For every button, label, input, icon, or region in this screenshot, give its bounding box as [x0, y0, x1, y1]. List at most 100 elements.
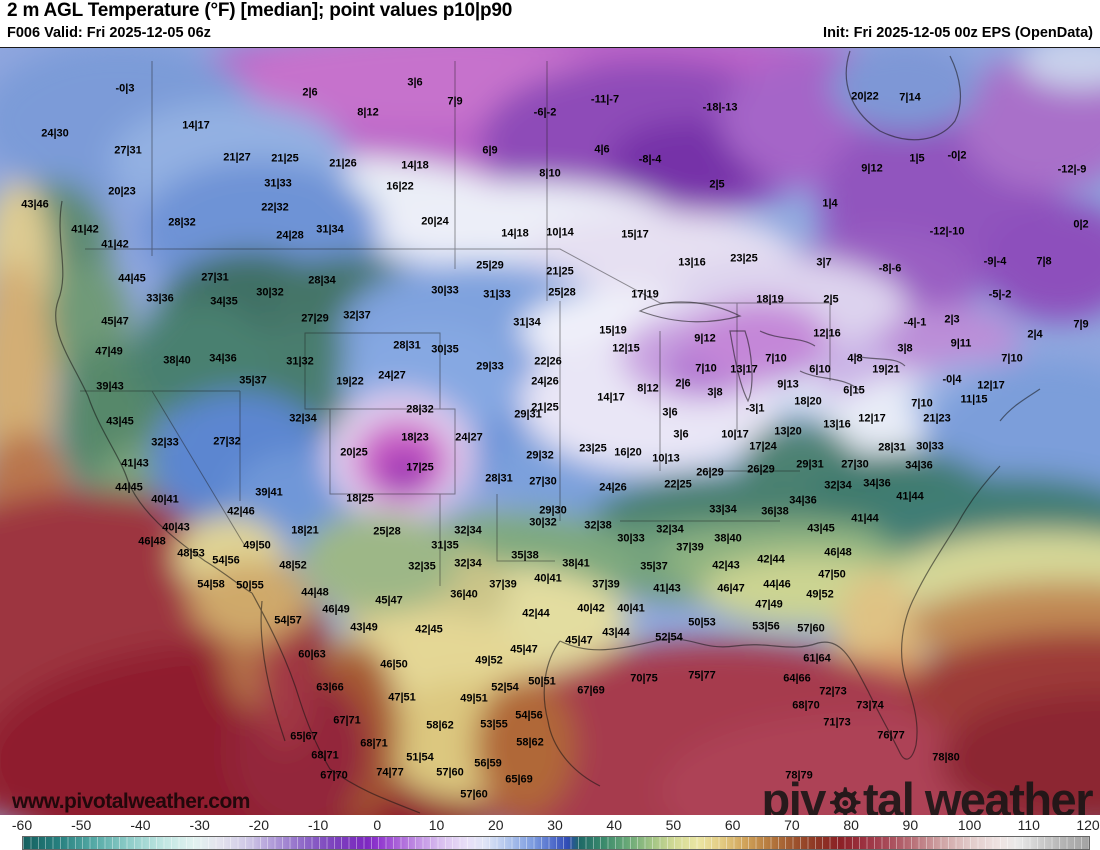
- point-value: 7|10: [911, 397, 933, 410]
- point-value: 3|8: [897, 342, 913, 355]
- point-value: 51|54: [406, 751, 434, 764]
- point-value: 25|28: [548, 286, 576, 299]
- point-value: 7|8: [1036, 255, 1052, 268]
- point-value: 40|41: [151, 493, 179, 506]
- point-value: 48|52: [279, 559, 307, 572]
- point-value: 14|17: [597, 391, 625, 404]
- point-value: 27|29: [301, 312, 329, 325]
- point-value: 28|32: [168, 216, 196, 229]
- point-value: 14|18: [501, 227, 529, 240]
- point-value: 2|6: [675, 377, 691, 390]
- point-value: 44|46: [763, 578, 791, 591]
- point-value: 60|63: [298, 648, 326, 661]
- point-value: 49|52: [806, 588, 834, 601]
- point-value: 7|9: [1073, 318, 1089, 331]
- point-value: 39|41: [255, 486, 283, 499]
- point-value: 31|34: [316, 223, 344, 236]
- point-value: 56|59: [474, 757, 502, 770]
- point-value: 27|30: [841, 458, 869, 471]
- point-value: 26|29: [696, 466, 724, 479]
- point-value: 30|35: [431, 343, 459, 356]
- valid-time-label: F006 Valid: Fri 2025-12-05 06z: [7, 25, 211, 41]
- point-value: 41|44: [851, 512, 879, 525]
- point-value: 29|30: [539, 504, 567, 517]
- point-value: 63|66: [316, 681, 344, 694]
- point-value: 27|32: [213, 435, 241, 448]
- temperature-map: -0|3 2|6 3|6 7|9 8|12 -6|-2 -11|-7 -18|-13 20|22…: [0, 47, 1100, 816]
- point-value: 16|22: [386, 180, 414, 193]
- point-value: 37|39: [676, 541, 704, 554]
- point-value: 73|74: [856, 699, 884, 712]
- point-value: 10|17: [721, 428, 749, 441]
- colorbar-tick: -50: [71, 817, 92, 833]
- point-value: 31|32: [286, 355, 314, 368]
- point-value: 7|14: [899, 91, 921, 104]
- point-value: 68|71: [360, 737, 388, 750]
- point-value: 47|51: [388, 691, 416, 704]
- point-value: 12|15: [612, 342, 640, 355]
- point-value: 3|6: [407, 76, 423, 89]
- init-time-label: Init: Fri 2025-12-05 00z EPS (OpenData): [823, 25, 1093, 41]
- watermark-url: www.pivotalweather.com: [12, 790, 250, 813]
- point-value: 21|23: [923, 412, 951, 425]
- colorbar-tick: -40: [130, 817, 151, 833]
- point-value: 2|6: [302, 86, 318, 99]
- point-value: 28|32: [406, 403, 434, 416]
- point-value: -9|-4: [983, 255, 1007, 268]
- point-value: 27|30: [529, 475, 557, 488]
- point-value: 23|25: [579, 442, 607, 455]
- point-value: -8|-6: [878, 262, 902, 275]
- point-value: 58|62: [426, 719, 454, 732]
- point-value: 3|8: [707, 386, 723, 399]
- point-value: 71|73: [823, 716, 851, 729]
- point-value: 28|31: [878, 441, 906, 454]
- point-value: 57|60: [436, 766, 464, 779]
- point-value: 41|43: [121, 457, 149, 470]
- point-value: 70|75: [630, 672, 658, 685]
- point-value: 17|24: [749, 440, 777, 453]
- point-value: 4|8: [847, 352, 863, 365]
- point-value: 9|13: [777, 378, 799, 391]
- point-value: 9|11: [950, 337, 972, 350]
- point-value: 47|49: [95, 345, 123, 358]
- point-value: 17|25: [406, 461, 434, 474]
- point-value: 9|12: [861, 162, 883, 175]
- point-value: 18|19: [756, 293, 784, 306]
- point-value: 31|33: [483, 288, 511, 301]
- point-value: 32|34: [454, 557, 482, 570]
- point-value: 29|32: [526, 449, 554, 462]
- point-value: 35|38: [511, 549, 539, 562]
- point-value: 13|17: [730, 363, 758, 376]
- colorbar-tick: 0: [373, 817, 382, 833]
- point-value: 12|17: [977, 379, 1005, 392]
- point-value: 78|79: [785, 769, 813, 782]
- point-value: -6|-2: [533, 106, 557, 119]
- point-value: 13|20: [774, 425, 802, 438]
- point-value: -4|-1: [903, 316, 927, 329]
- point-value: 31|35: [431, 539, 459, 552]
- point-value: 17|19: [631, 288, 659, 301]
- colorbar-tick: 50: [665, 817, 682, 833]
- header: 2 m AGL Temperature (°F) [median]; point…: [0, 0, 1100, 47]
- point-value: 68|71: [311, 749, 339, 762]
- point-value: 32|38: [584, 519, 612, 532]
- point-value: 48|53: [177, 547, 205, 560]
- point-value: 22|25: [664, 478, 692, 491]
- point-value: 30|33: [431, 284, 459, 297]
- point-value: 52|54: [491, 681, 519, 694]
- point-value: 7|9: [447, 95, 463, 108]
- point-value: 6|9: [482, 144, 498, 157]
- point-value: 24|30: [41, 127, 69, 140]
- point-value: -5|-2: [988, 288, 1012, 301]
- point-value: 75|77: [688, 669, 716, 682]
- point-value: 24|26: [531, 375, 559, 388]
- point-value: 18|23: [401, 431, 429, 444]
- point-value: 32|34: [824, 479, 852, 492]
- point-value: 36|40: [450, 588, 478, 601]
- point-value: 6|10: [809, 363, 831, 376]
- point-value: 44|45: [118, 272, 146, 285]
- point-value: 50|51: [528, 675, 556, 688]
- point-value: 41|44: [896, 490, 924, 503]
- point-value: 45|47: [101, 315, 129, 328]
- point-value: 21|25: [271, 152, 299, 165]
